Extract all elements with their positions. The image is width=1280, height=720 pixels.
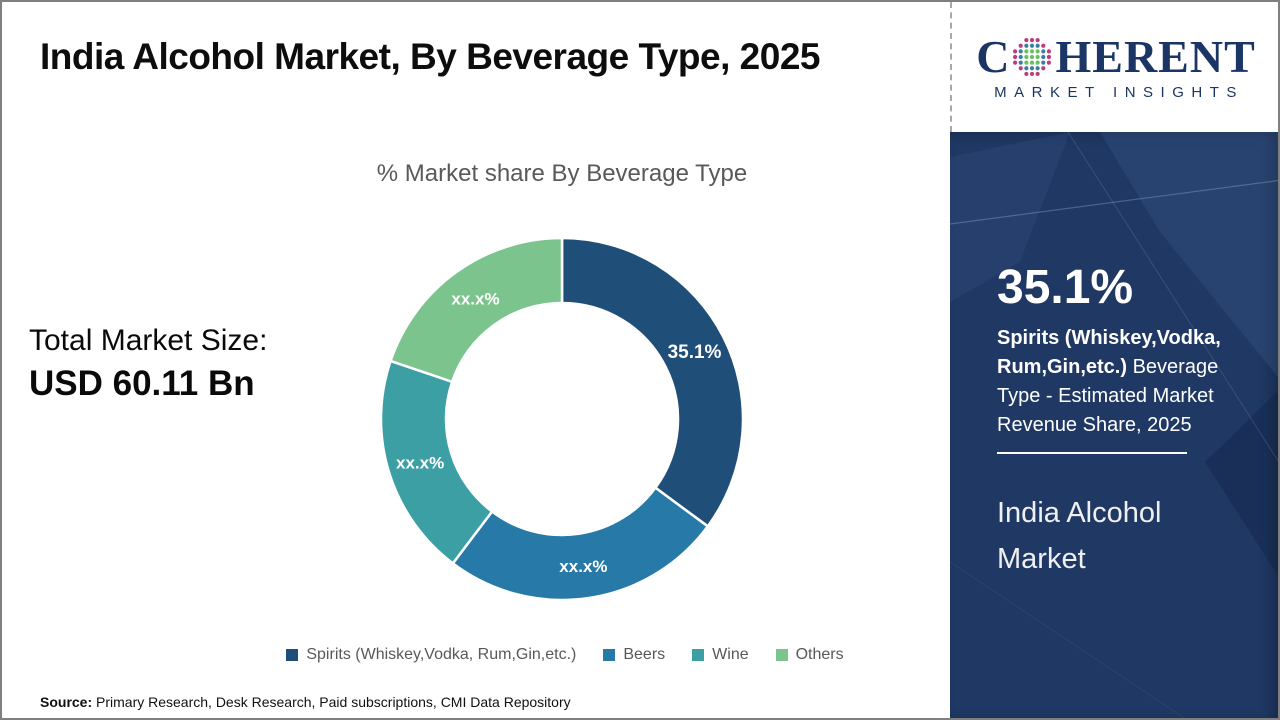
total-market-size-label: Total Market Size: xyxy=(29,324,268,357)
legend-item-spirits: Spirits (Whiskey,Vodka, Rum,Gin,etc.) xyxy=(286,646,576,664)
chart-legend: Spirits (Whiskey,Vodka, Rum,Gin,etc.) Be… xyxy=(182,646,948,664)
donut-slice-label-2: xx.x% xyxy=(396,454,444,473)
sidebar-stat-caption: Beverage Type - Estimated Market Revenue… xyxy=(997,356,1219,436)
total-market-size-value: USD 60.11 Bn xyxy=(29,364,255,403)
globe-dot xyxy=(1041,54,1046,59)
brand-logo-box: C HERENT MARKET INSIGHTS xyxy=(950,2,1278,132)
legend-item-wine: Wine xyxy=(692,646,749,664)
donut-slice-label-0: 35.1% xyxy=(668,342,722,363)
chart-title: % Market share By Beverage Type xyxy=(376,160,748,187)
donut-slice-0 xyxy=(560,236,745,528)
donut-slice-3 xyxy=(389,236,564,384)
globe-dot xyxy=(1036,43,1041,48)
globe-dot xyxy=(1036,65,1041,70)
donut-slice-label-3: xx.x% xyxy=(451,289,499,308)
globe-dot xyxy=(1030,37,1035,42)
coherent-globe-icon xyxy=(1013,37,1052,76)
legend-label-beers: Beers xyxy=(623,646,666,663)
globe-dot xyxy=(1013,54,1018,59)
sidebar-divider xyxy=(997,452,1187,454)
globe-dot xyxy=(1019,65,1024,70)
legend-swatch-wine xyxy=(692,649,705,661)
globe-dot xyxy=(1036,54,1041,59)
globe-dot xyxy=(1047,54,1052,59)
globe-dot xyxy=(1024,48,1029,53)
globe-dot xyxy=(1047,48,1052,53)
right-sidebar: 35.1% Spirits (Whiskey,Vodka, Rum,Gin,et… xyxy=(950,132,1278,718)
globe-dot xyxy=(1041,48,1046,53)
globe-dot xyxy=(1024,71,1029,76)
logo-letters-herent: HERENT xyxy=(1055,30,1256,82)
legend-swatch-beers xyxy=(603,649,616,661)
donut-slice-label-1: xx.x% xyxy=(559,557,607,576)
globe-dot xyxy=(1030,65,1035,70)
sidebar-stat-value: 35.1% xyxy=(997,261,1134,314)
legend-swatch-others xyxy=(775,649,788,661)
globe-dot xyxy=(1030,48,1035,53)
world-map-texture xyxy=(950,132,1278,718)
globe-dot xyxy=(1024,43,1029,48)
source-label: Source: xyxy=(40,694,93,710)
main-panel: India Alcohol Market, By Beverage Type, … xyxy=(2,2,950,718)
sidebar-stat-description: Spirits (Whiskey,Vodka, Rum,Gin,etc.) Be… xyxy=(997,324,1255,440)
legend-label-wine: Wine xyxy=(712,646,749,663)
sidebar-stat-segment: Spirits (Whiskey,Vodka, Rum,Gin,etc.) xyxy=(997,327,1221,378)
globe-dot xyxy=(1041,43,1046,48)
globe-dot xyxy=(1047,60,1052,65)
sidebar-market-name: India Alcohol Market xyxy=(997,497,1162,575)
globe-dot xyxy=(1030,54,1035,59)
total-market-size: Total Market Size: USD 60.11 Bn xyxy=(29,324,267,404)
donut-chart: 35.1% xx.x% xx.x% xx.x% xyxy=(379,236,745,602)
globe-dot xyxy=(1036,60,1041,65)
globe-dot xyxy=(1024,37,1029,42)
source-text: Primary Research, Desk Research, Paid su… xyxy=(96,694,571,710)
globe-dot xyxy=(1036,71,1041,76)
globe-dot xyxy=(1013,48,1018,53)
legend-label-spirits: Spirits (Whiskey,Vodka, Rum,Gin,etc.) xyxy=(306,646,577,663)
legend-item-others: Others xyxy=(775,646,844,664)
brand-tagline: MARKET INSIGHTS xyxy=(994,83,1244,101)
globe-dot xyxy=(1019,60,1024,65)
legend-label-others: Others xyxy=(795,646,844,663)
globe-dot xyxy=(1019,48,1024,53)
globe-dot xyxy=(1019,54,1024,59)
globe-dot xyxy=(1030,60,1035,65)
source-note: Source: Primary Research, Desk Research,… xyxy=(40,694,571,710)
globe-dot xyxy=(1024,60,1029,65)
globe-dot xyxy=(1013,60,1018,65)
globe-dot xyxy=(1036,37,1041,42)
page-title: India Alcohol Market, By Beverage Type, … xyxy=(40,36,820,77)
globe-dot xyxy=(1041,60,1046,65)
globe-dot xyxy=(1024,54,1029,59)
globe-dot xyxy=(1030,71,1035,76)
legend-swatch-spirits xyxy=(286,649,299,661)
brand-logo: C HERENT xyxy=(976,30,1256,82)
globe-dot xyxy=(1024,65,1029,70)
logo-letter-c: C xyxy=(976,30,1010,82)
globe-dot xyxy=(1041,65,1046,70)
globe-dot xyxy=(1036,48,1041,53)
donut-slice-1 xyxy=(451,486,710,602)
globe-dot xyxy=(1019,43,1024,48)
globe-dot xyxy=(1030,43,1035,48)
legend-item-beers: Beers xyxy=(603,646,665,664)
